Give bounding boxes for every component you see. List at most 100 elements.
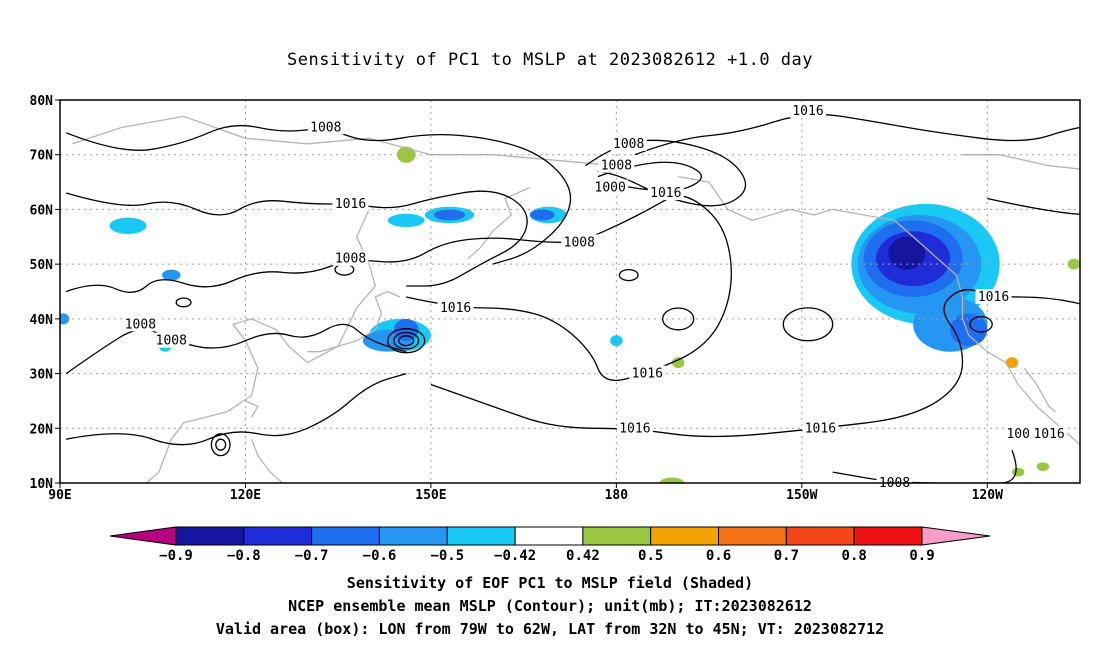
sensitivity-region [1012,467,1025,477]
lon-label: 180 [605,488,629,503]
sensitivity-region [396,146,416,163]
mslp-closed-contour [210,433,231,457]
colorbar-high-extend [921,526,991,546]
mslp-contour-line [430,289,1080,438]
contour-label: 1016 [1031,425,1068,442]
mslp-closed-contour [393,331,420,350]
contour-label: 1016 [802,420,839,436]
coastline [962,154,1080,170]
colorbar-segment [785,526,855,546]
sensitivity-region [1005,357,1019,369]
contour-label: 1008 [122,316,159,332]
sensitivity-region [434,209,465,221]
colorbar-label: 0.5 [638,548,663,564]
contour-label-text: 1016 [792,104,823,119]
sensitivity-region [1067,258,1080,270]
coastline [72,115,617,167]
sensitivity-region [950,313,988,347]
sensitivity-region [387,213,425,227]
sensitivity-region [888,236,926,270]
contour-label: 1008 [153,332,190,349]
colorbar-segment [175,526,245,546]
contour-label: 1008 [332,250,369,267]
colorbar-segment [514,526,584,546]
mslp-contour-line [987,197,1080,216]
lat-label: 70N [30,149,54,164]
lat-label: 50N [30,258,54,273]
contour-label-text: 1016 [805,421,836,436]
contour-label: 1008 [561,234,598,250]
caption-line-2: NCEP ensemble mean MSLP (Contour); unit(… [288,597,812,615]
coastline [678,175,1080,446]
lat-label: 20N [30,422,54,437]
colorbar-label: −0.9 [159,548,193,564]
contour-label-text: 1000 [595,181,626,196]
colorbar-label: −0.6 [363,548,397,564]
mslp-closed-contour [618,268,639,282]
mslp-closed-contour [387,328,426,354]
mslp-closed-contour [662,307,695,331]
contour-label: 1016 [975,289,1012,305]
contour-label-text: 1016 [1033,427,1064,442]
plot-frame [59,99,1081,484]
lat-label: 10N [30,477,54,492]
sensitivity-region [659,477,685,483]
colorbar: −0.9 −0.8 −0.7 −0.6 −0.5 −0.42 0.42 0.5 0.6 0.7 0.… [109,526,991,564]
contour-label: 1008 [610,135,647,152]
coastline [245,400,259,418]
contour-label-text: 1016 [335,197,366,212]
sensitivity-region [672,357,685,369]
mslp-closed-contour [969,315,993,333]
colorbar-segment [853,526,923,546]
colorbar-label: −0.5 [430,548,464,564]
caption-line-3: Valid area (box): LON from 79W to 62W, L… [215,620,885,638]
contour-label-text: 1016 [978,290,1009,305]
mslp-closed-contour [175,297,192,308]
mslp-closed-contour [215,438,227,451]
coastline [250,438,283,483]
contour-label-text: 1008 [564,235,595,250]
lon-label: 120E [230,488,261,503]
contour-label: 1016 [616,420,653,436]
mslp-contour-line [832,449,1017,483]
contour-label: 1000 [592,179,629,196]
contour-label-text: 1008 [156,334,187,349]
contour-label: 1016 [437,299,474,316]
coastline [467,186,531,260]
lon-label: 150E [415,488,446,503]
sensitivity-region [393,318,419,341]
lon-label: 120W [972,488,1003,503]
lon-label: 150W [786,488,817,503]
coastline [146,209,377,483]
contour-label-text: 1016 [650,186,681,201]
sensitivity-region [162,269,181,281]
contour-label-text: 1008 [310,120,341,135]
colorbar-segment [379,526,448,546]
colorbar-label: 0.7 [774,548,799,564]
colorbar-label: −0.8 [227,548,261,564]
mslp-contour-line [65,323,407,375]
colorbar-label: 0.42 [566,548,600,564]
contour-label: 1016 [790,102,826,119]
mslp-closed-contour [782,307,834,342]
mslp-contour-line [406,192,732,382]
sensitivity-region [1036,462,1050,471]
contour-label-text: 1008 [601,159,632,174]
contour-label-text: 1008 [335,252,366,267]
sensitivity-region [109,217,147,234]
sensitivity-region [60,313,70,325]
contour-label-text: 1008 [125,317,156,332]
colorbar-segment [243,526,313,546]
colorbar-label: −0.42 [494,548,536,564]
colorbar-label: −0.7 [295,548,329,564]
colorbar-segment [582,526,652,546]
contour-label: 1016 [629,365,666,382]
contour-label-text: 1016 [440,301,471,316]
lat-lon-grid [60,100,1080,483]
colorbar-segment [718,526,787,546]
contour-label-text: 1008 [613,137,644,152]
contour-label: 1016 [647,185,684,201]
lat-label: 80N [30,94,54,109]
